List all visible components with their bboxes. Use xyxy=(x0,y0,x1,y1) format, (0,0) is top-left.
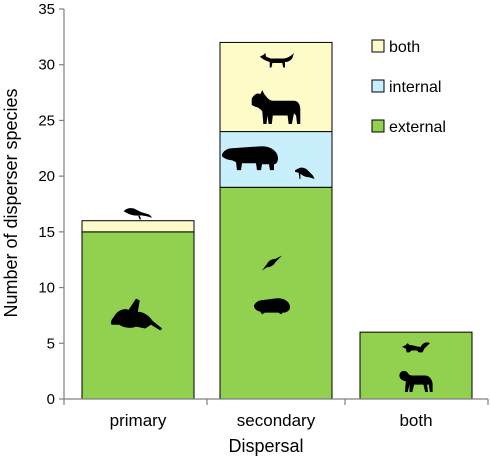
axes: 0 5 10 15 20 25 30 35 primary secondary both xyxy=(38,1,489,430)
bar-both-external xyxy=(359,331,473,400)
legend-label-external: external xyxy=(389,119,446,136)
legend-swatch-external xyxy=(371,119,385,133)
y-tick-label: 25 xyxy=(38,112,55,129)
legend-swatch-internal xyxy=(371,79,385,93)
bar-secondary-external xyxy=(219,186,333,400)
plot-area xyxy=(81,41,473,400)
legend-label-internal: internal xyxy=(389,79,441,96)
legend-swatch-both xyxy=(371,39,385,53)
bar-secondary-both xyxy=(219,41,333,133)
toucan-icon xyxy=(123,208,153,220)
x-axis-title: Dispersal xyxy=(228,436,303,456)
y-tick-label: 15 xyxy=(38,224,55,241)
y-tick-label: 35 xyxy=(38,1,55,18)
x-tick-label-secondary: secondary xyxy=(237,411,316,430)
y-tick-label: 30 xyxy=(38,57,55,74)
x-tick-label-primary: primary xyxy=(110,411,167,430)
bar-primary-both xyxy=(81,220,195,233)
x-tick-label-both: both xyxy=(399,411,432,430)
legend: both internal external xyxy=(371,39,446,136)
y-tick-label: 20 xyxy=(38,168,55,185)
legend-label-both: both xyxy=(389,39,420,56)
y-tick-label: 0 xyxy=(47,391,55,408)
y-tick-label: 5 xyxy=(47,335,55,352)
y-tick-label: 10 xyxy=(38,280,55,297)
y-axis-title: Number of disperser species xyxy=(1,88,21,317)
